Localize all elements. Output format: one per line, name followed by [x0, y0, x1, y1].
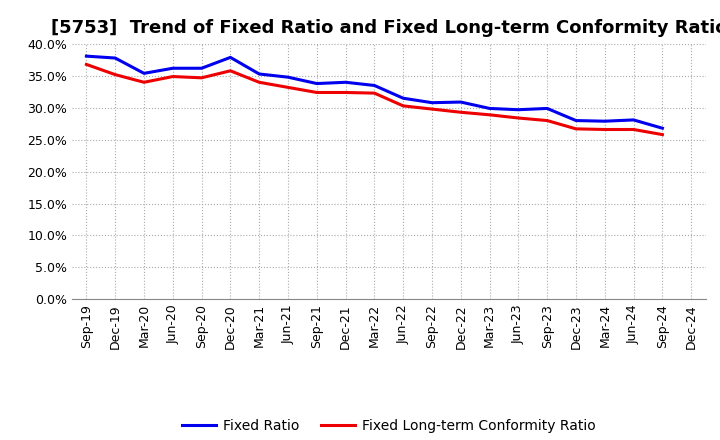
Fixed Ratio [514, 107, 523, 112]
Title: [5753]  Trend of Fixed Ratio and Fixed Long-term Conformity Ratio: [5753] Trend of Fixed Ratio and Fixed Lo… [50, 19, 720, 37]
Fixed Ratio [197, 66, 206, 71]
Fixed Ratio [255, 71, 264, 77]
Fixed Ratio [456, 99, 465, 105]
Fixed Long-term Conformity Ratio [600, 127, 609, 132]
Fixed Long-term Conformity Ratio [543, 118, 552, 123]
Fixed Long-term Conformity Ratio [111, 72, 120, 77]
Fixed Ratio [111, 55, 120, 61]
Fixed Long-term Conformity Ratio [140, 80, 148, 85]
Line: Fixed Long-term Conformity Ratio: Fixed Long-term Conformity Ratio [86, 64, 662, 135]
Fixed Long-term Conformity Ratio [428, 106, 436, 112]
Fixed Ratio [600, 118, 609, 124]
Fixed Long-term Conformity Ratio [514, 115, 523, 121]
Fixed Long-term Conformity Ratio [399, 103, 408, 109]
Fixed Long-term Conformity Ratio [341, 90, 350, 95]
Fixed Ratio [572, 118, 580, 123]
Fixed Long-term Conformity Ratio [168, 74, 177, 79]
Fixed Ratio [370, 83, 379, 88]
Fixed Ratio [399, 95, 408, 101]
Fixed Long-term Conformity Ratio [197, 75, 206, 81]
Fixed Ratio [284, 74, 292, 80]
Fixed Ratio [226, 55, 235, 60]
Fixed Long-term Conformity Ratio [572, 126, 580, 132]
Fixed Long-term Conformity Ratio [226, 68, 235, 73]
Line: Fixed Ratio: Fixed Ratio [86, 56, 662, 128]
Fixed Long-term Conformity Ratio [284, 85, 292, 90]
Fixed Ratio [629, 117, 638, 123]
Fixed Ratio [658, 125, 667, 131]
Fixed Ratio [341, 80, 350, 85]
Fixed Long-term Conformity Ratio [255, 80, 264, 85]
Fixed Ratio [312, 81, 321, 86]
Legend: Fixed Ratio, Fixed Long-term Conformity Ratio: Fixed Ratio, Fixed Long-term Conformity … [176, 413, 601, 438]
Fixed Ratio [485, 106, 494, 111]
Fixed Long-term Conformity Ratio [456, 110, 465, 115]
Fixed Long-term Conformity Ratio [658, 132, 667, 137]
Fixed Long-term Conformity Ratio [82, 62, 91, 67]
Fixed Ratio [140, 71, 148, 76]
Fixed Long-term Conformity Ratio [629, 127, 638, 132]
Fixed Long-term Conformity Ratio [312, 90, 321, 95]
Fixed Ratio [82, 54, 91, 59]
Fixed Long-term Conformity Ratio [485, 112, 494, 117]
Fixed Ratio [428, 100, 436, 105]
Fixed Ratio [543, 106, 552, 111]
Fixed Long-term Conformity Ratio [370, 91, 379, 96]
Fixed Ratio [168, 66, 177, 71]
